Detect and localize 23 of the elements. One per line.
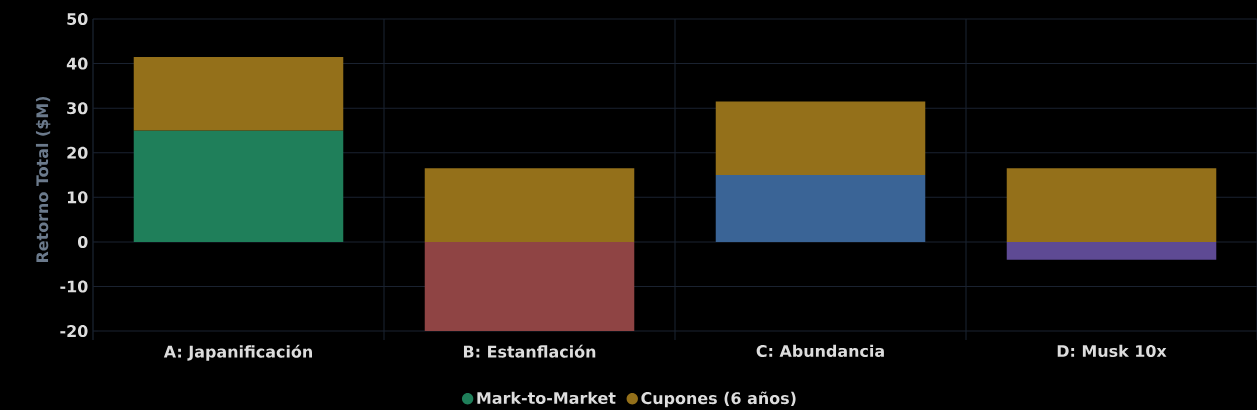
bar — [424, 241, 635, 332]
y-tick-label: 30 — [67, 102, 88, 115]
bar — [424, 168, 635, 242]
y-tick-label: -20 — [60, 325, 88, 338]
y-axis-title: Retorno Total ($M) — [35, 96, 51, 263]
bar — [1006, 241, 1217, 260]
x-tick-label: B: Estanflación — [463, 344, 596, 358]
y-tick-label: 40 — [66, 57, 88, 70]
x-tick-label: C: Abundancia — [756, 344, 884, 358]
bar — [715, 175, 926, 242]
y-tick-label: 50 — [67, 12, 88, 26]
bar — [133, 56, 344, 131]
y-tick-label: 20 — [67, 146, 88, 159]
legend-label: Cupones (6 años) — [641, 391, 796, 408]
legend-label: Mark-to-Market — [477, 391, 616, 405]
x-tick-label: A: Japanificación — [163, 344, 312, 361]
bar — [133, 130, 344, 242]
y-tick-label: -10 — [60, 280, 88, 293]
y-tick-label: 10 — [67, 191, 88, 204]
bar — [715, 101, 926, 176]
x-tick-label: D: Musk 10x — [1057, 344, 1167, 358]
bar — [1006, 168, 1217, 242]
y-tick-label: 0 — [77, 235, 88, 248]
